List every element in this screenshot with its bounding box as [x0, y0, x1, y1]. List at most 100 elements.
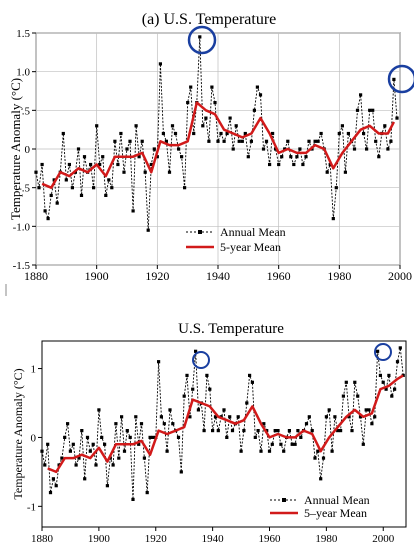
- chart-top-annual-point: [134, 124, 138, 128]
- chart-bottom-annual-point: [336, 429, 340, 433]
- chart-bottom-annual-point: [304, 422, 309, 426]
- chart-bottom-annual-point: [259, 449, 263, 453]
- chart-bottom-annual-point: [361, 442, 365, 446]
- chart-top-annual-point: [213, 101, 217, 105]
- chart-bottom-xtick-label: 1960: [259, 533, 282, 544]
- chart-top-annual-point: [222, 139, 226, 143]
- chart-bottom-annual-point: [63, 435, 67, 439]
- chart-top-annual-point: [343, 170, 347, 174]
- chart-bottom-annual-point: [100, 435, 104, 439]
- chart-top-xtick-label: 1900: [85, 269, 109, 283]
- chart-bottom-annual-point: [202, 429, 206, 433]
- chart-bottom-annual-point: [48, 491, 53, 495]
- chart-top-ytick-label: 1.0: [16, 67, 30, 79]
- chart-bottom-annual-point: [165, 449, 169, 453]
- chart-bottom-annual-point: [117, 456, 121, 460]
- chart-bottom-annual-point: [228, 415, 232, 419]
- chart-top-annual-point: [79, 193, 84, 197]
- chart-top-xtick-label: 1980: [327, 269, 351, 283]
- chart-top-annual-point: [116, 162, 120, 167]
- chart-top-annual-point: [170, 124, 175, 128]
- chart-bottom-annual-point: [273, 429, 277, 433]
- chart-bottom-annual-point: [225, 435, 229, 439]
- chart-top-ticks: 1880 1900 1920 1940 1960 1980 2000 1.5 1.0 .5 0 -.5…: [13, 28, 412, 283]
- chart-bottom-annual-point: [387, 373, 391, 377]
- chart-top-annual-point: [34, 170, 38, 174]
- chart-bottom-series: [40, 346, 405, 501]
- chart-top-annual-point: [352, 147, 357, 151]
- chart-top-annual-point: [374, 139, 378, 143]
- chart-top-annual-point: [395, 116, 399, 120]
- chart-bottom-annual-point: [157, 360, 161, 364]
- chart-top-annual-point: [207, 139, 211, 143]
- chart-bottom-annual-point: [316, 449, 320, 453]
- legend-label-5yr-mean-b: 5–year Mean: [304, 506, 367, 520]
- chart-bottom-annual-point: [347, 415, 351, 419]
- chart-top-annual-point: [49, 193, 53, 197]
- chart-top-annual-point: [252, 108, 256, 112]
- chart-bottom-annual-point: [398, 346, 402, 350]
- chart-top-annual-point: [76, 147, 81, 151]
- chart-top-annual-point: [219, 131, 223, 136]
- chart-bottom-annual-point: [111, 463, 115, 467]
- chart-top-annual-point: [67, 162, 71, 167]
- chart-bottom-annual-point: [321, 456, 326, 460]
- chart-bottom-annual-point: [384, 387, 388, 391]
- chart-top-annual-point: [122, 170, 126, 174]
- chart-bottom-annual-point: [168, 408, 172, 412]
- chart-bottom-annual-point: [373, 415, 377, 419]
- chart-bottom-ticks: 1880 1900 1920 1940 1960 1980 2000 1 0 -1: [27, 364, 395, 544]
- chart-top-annual-point: [131, 209, 135, 213]
- chart-top-annual-point: [104, 193, 108, 197]
- chart-top-annual-point: [307, 139, 311, 143]
- chart-bottom-annual-point: [148, 435, 152, 439]
- chart-bottom-annual-point: [142, 456, 146, 460]
- chart-bottom-annual-point: [128, 435, 132, 439]
- chart-bottom-annual-point: [43, 463, 47, 467]
- chart-bottom-5yr-mean-line: [47, 374, 404, 474]
- chart-top-annual-point: [113, 139, 117, 143]
- chart-bottom-ytick-label: -1: [27, 501, 36, 513]
- chart-bottom-annual-point: [236, 415, 240, 419]
- chart-bottom-xtick-label: 1980: [315, 533, 338, 544]
- chart-bottom-xtick-label: 1900: [88, 533, 111, 544]
- legend-label-5yr-mean: 5-year Mean: [220, 240, 281, 254]
- chart-top-annual-point: [101, 155, 105, 159]
- chart-top-annual-point: [313, 139, 317, 143]
- chart-top-annual-point: [368, 108, 372, 112]
- chart-bottom-annual-point: [213, 415, 218, 419]
- chart-top-annual-point: [161, 131, 165, 136]
- chart-bottom-annual-point: [330, 449, 334, 453]
- chart-bottom-annual-point: [46, 442, 50, 446]
- chart-bottom-annual-point: [319, 477, 323, 481]
- chart-bottom-annual-point: [370, 422, 374, 426]
- chart-top-annual-point: [140, 139, 144, 143]
- chart-top-annual-point: [292, 162, 296, 167]
- chart-top-annual-point: [304, 155, 308, 159]
- chart-bottom-plot-frame: [41, 340, 407, 528]
- chart-top-annual-point: [389, 139, 393, 143]
- chart-bottom-annual-point: [310, 429, 314, 433]
- chart-bottom-ytick-label: 0: [31, 432, 37, 444]
- chart-top-annual-point: [146, 228, 150, 232]
- chart-bottom-annual-point: [239, 449, 243, 453]
- chart-top-annual-point: [173, 131, 178, 136]
- chart-bottom-annual-point: [191, 387, 195, 391]
- chart-top-annual-point: [280, 155, 284, 159]
- chart-bottom-annual-point: [393, 387, 397, 391]
- chart-top-annual-point: [319, 131, 323, 136]
- chart-bottom-annual-point: [68, 449, 72, 453]
- chart-top-annual-point: [149, 162, 153, 167]
- chart-bottom-xtick-label: 2000: [372, 533, 395, 544]
- chart-bottom-annual-point: [182, 394, 186, 398]
- chart-bottom-annual-point: [367, 408, 371, 412]
- chart-top-series: [34, 35, 399, 232]
- chart-top-annual-point: [95, 124, 99, 128]
- chart-bottom-annual-point: [262, 422, 266, 426]
- chart-bottom-annual-point: [344, 380, 348, 384]
- chart-bottom-annual-point: [85, 435, 90, 439]
- chart-bottom-annual-point: [296, 429, 300, 433]
- chart-top-annual-point: [231, 147, 235, 151]
- chart-bottom-annual-point: [358, 415, 363, 419]
